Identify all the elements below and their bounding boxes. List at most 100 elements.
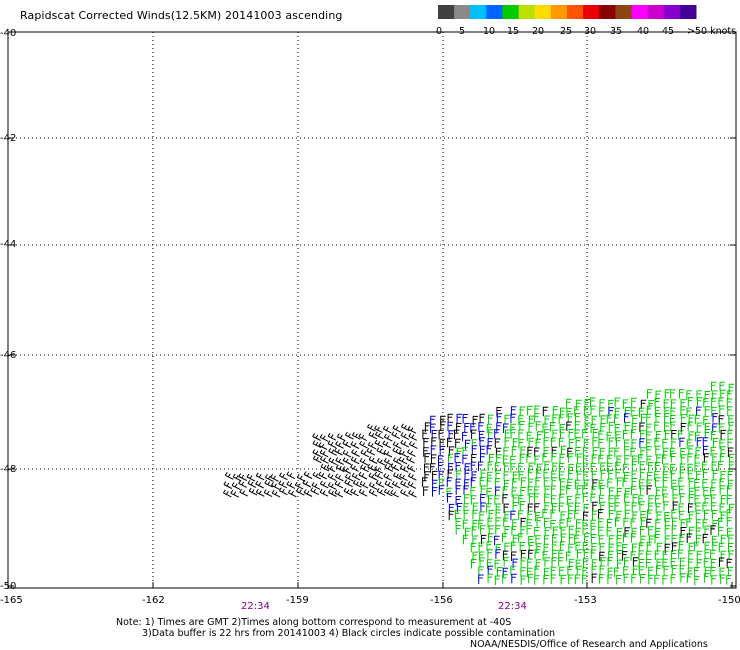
wind-barb (648, 400, 654, 410)
wind-barb (689, 526, 695, 537)
wind-barb (431, 430, 438, 440)
wind-barb (551, 446, 558, 457)
wind-barb (351, 472, 361, 481)
wind-barb (583, 511, 589, 522)
wind-barb (368, 488, 378, 497)
wind-barb (360, 449, 370, 458)
wind-barb (646, 550, 652, 561)
wind-barb (503, 557, 510, 567)
wind-barb (582, 429, 588, 439)
wind-barb (583, 462, 589, 473)
wind-barb (391, 480, 401, 489)
wind-barb (694, 486, 701, 497)
wind-barb (470, 542, 477, 553)
wind-barb (559, 566, 565, 577)
wind-barb (583, 406, 590, 416)
wind-barb (510, 565, 516, 576)
wind-barb (486, 445, 493, 455)
wind-barb (568, 453, 574, 463)
wind-barb (471, 526, 478, 536)
wind-barb (455, 525, 462, 535)
wind-barb (728, 534, 734, 545)
wind-barb (480, 502, 486, 512)
wind-barb (534, 413, 540, 423)
wind-barb (487, 549, 493, 559)
wind-barb (640, 526, 646, 536)
wind-barb (512, 438, 519, 448)
wind-barb (303, 489, 313, 497)
wind-barb (720, 429, 727, 440)
wind-barb (456, 447, 463, 458)
wind-barb (704, 429, 711, 439)
colorbar-swatch (679, 5, 697, 19)
wind-barb (686, 439, 693, 449)
wind-barb (607, 567, 614, 578)
wind-barb (391, 431, 401, 440)
wind-barb (518, 439, 524, 449)
wind-barb (655, 503, 662, 513)
wind-barb (687, 453, 693, 463)
wind-barb (711, 502, 717, 512)
wind-barb (480, 525, 486, 535)
wind-barb (510, 413, 516, 424)
wind-barb (718, 517, 724, 528)
wind-barb (464, 423, 470, 433)
wind-barb (696, 390, 702, 400)
wind-barb (598, 509, 604, 519)
wind-barb (559, 493, 565, 504)
wind-barb (608, 543, 615, 554)
wind-barb (726, 575, 732, 585)
colorbar-swatch (550, 5, 568, 19)
wind-barb (702, 437, 709, 447)
wind-barb (527, 486, 534, 496)
wind-barb (608, 502, 615, 513)
wind-barb (670, 463, 676, 474)
wind-barb (319, 449, 329, 458)
wind-barb (374, 465, 383, 474)
wind-barb (495, 509, 501, 519)
wind-barb (622, 551, 628, 561)
wind-barb (688, 431, 695, 441)
wind-barb (662, 471, 669, 481)
wind-barb (502, 550, 509, 561)
wind-barb (311, 482, 321, 490)
wind-barb (318, 442, 328, 450)
wind-barb (600, 423, 606, 433)
wind-barb (711, 406, 717, 417)
wind-barb (607, 478, 613, 488)
wind-barb (487, 461, 494, 471)
wind-barb (631, 527, 638, 538)
wind-barb (239, 488, 248, 497)
wind-barb (543, 543, 550, 554)
wind-barb (576, 565, 583, 576)
wind-barb (591, 415, 598, 426)
wind-barb (582, 485, 588, 495)
wind-barb (312, 449, 322, 457)
wind-barb (504, 429, 511, 439)
wind-barb (463, 503, 469, 513)
wind-barb (431, 437, 437, 447)
map-frame (7, 31, 737, 589)
wind-barb (697, 397, 703, 407)
wind-barb (599, 494, 605, 505)
wind-barb (614, 414, 620, 424)
wind-barb (448, 430, 455, 440)
wind-barb (584, 533, 590, 543)
wind-barb (678, 430, 684, 440)
wind-barb (336, 433, 346, 442)
wind-barb (632, 455, 638, 465)
wind-barb (543, 575, 549, 585)
wind-barb (590, 397, 596, 407)
wind-barb (550, 520, 556, 530)
wind-barb (568, 463, 574, 474)
wind-barb (494, 478, 501, 488)
wind-barb (623, 517, 629, 528)
wind-barb (327, 440, 337, 449)
wind-barb (544, 415, 551, 425)
wind-barb (503, 447, 509, 457)
wind-barb (344, 431, 354, 440)
wind-barb (551, 453, 557, 463)
wind-barb (430, 463, 436, 473)
wind-barb (680, 423, 687, 433)
wind-barb (312, 471, 322, 480)
